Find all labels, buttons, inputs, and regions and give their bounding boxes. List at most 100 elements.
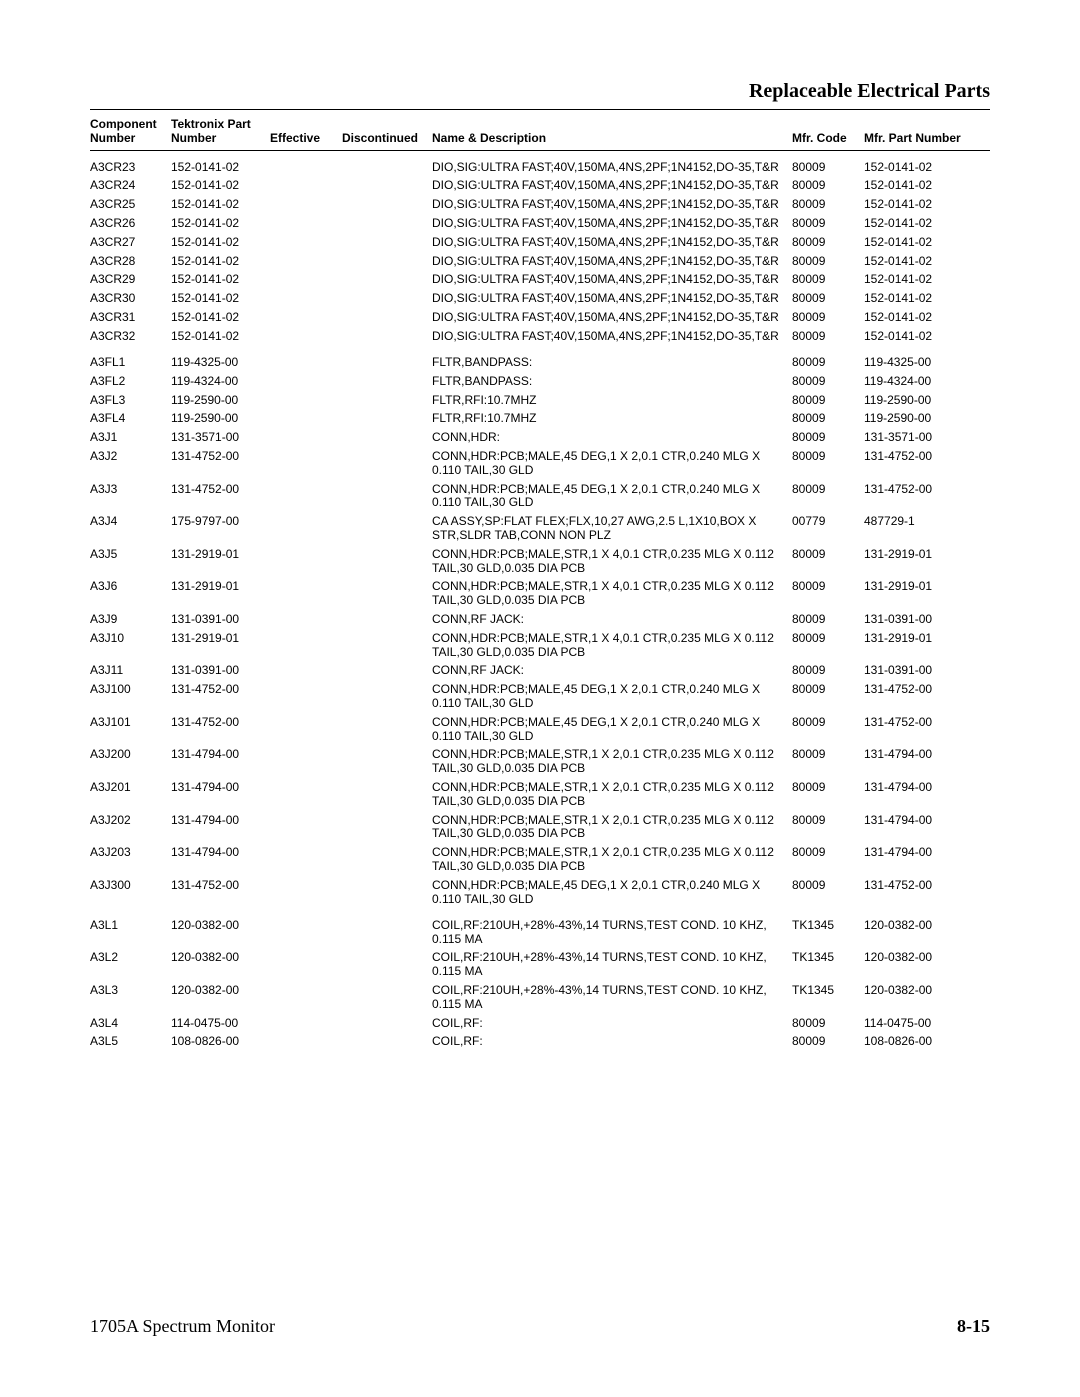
td-effective — [270, 1033, 342, 1052]
table-row: A3L4114-0475-00COIL,RF:80009114-0475-00 — [90, 1014, 990, 1033]
td-discontinued — [342, 480, 432, 513]
td-effective — [270, 982, 342, 1015]
td-mfr: 80009 — [792, 811, 864, 844]
td-component: A3L4 — [90, 1014, 171, 1033]
td-mfr: 80009 — [792, 391, 864, 410]
td-part: 131-4752-00 — [171, 681, 270, 714]
td-discontinued — [342, 150, 432, 177]
td-part: 131-4752-00 — [171, 876, 270, 909]
td-effective — [270, 233, 342, 252]
td-discontinued — [342, 545, 432, 578]
td-part: 152-0141-02 — [171, 252, 270, 271]
td-desc: DIO,SIG:ULTRA FAST;40V,150MA,4NS,2PF;1N4… — [432, 150, 792, 177]
td-component: A3CR23 — [90, 150, 171, 177]
td-mfrpn: 131-4752-00 — [864, 448, 990, 481]
td-mfr: 80009 — [792, 480, 864, 513]
th-effective: Effective — [270, 116, 342, 150]
td-part: 152-0141-02 — [171, 290, 270, 309]
td-component: A3CR29 — [90, 271, 171, 290]
td-mfrpn: 152-0141-02 — [864, 327, 990, 346]
td-desc: COIL,RF: — [432, 1014, 792, 1033]
td-component: A3FL3 — [90, 391, 171, 410]
td-mfr: 80009 — [792, 1033, 864, 1052]
td-mfr: 80009 — [792, 681, 864, 714]
table-row: A3FL1119-4325-00FLTR,BANDPASS:80009119-4… — [90, 346, 990, 372]
footer-left: 1705A Spectrum Monitor — [90, 1316, 275, 1337]
td-effective — [270, 611, 342, 630]
table-row: A3CR28152-0141-02DIO,SIG:ULTRA FAST;40V,… — [90, 252, 990, 271]
td-mfrpn: 131-3571-00 — [864, 429, 990, 448]
td-desc: DIO,SIG:ULTRA FAST;40V,150MA,4NS,2PF;1N4… — [432, 271, 792, 290]
td-discontinued — [342, 271, 432, 290]
td-part: 131-4752-00 — [171, 448, 270, 481]
td-effective — [270, 429, 342, 448]
td-component: A3CR32 — [90, 327, 171, 346]
td-part: 152-0141-02 — [171, 150, 270, 177]
table-row: A3CR31152-0141-02DIO,SIG:ULTRA FAST;40V,… — [90, 308, 990, 327]
td-mfr: 80009 — [792, 545, 864, 578]
td-component: A3J101 — [90, 713, 171, 746]
td-effective — [270, 372, 342, 391]
page: Replaceable Electrical Parts Component N… — [0, 0, 1080, 1397]
th-desc: Name & Description — [432, 116, 792, 150]
td-desc: CONN,HDR: — [432, 429, 792, 448]
td-discontinued — [342, 811, 432, 844]
td-mfr: 80009 — [792, 629, 864, 662]
td-mfr: 80009 — [792, 778, 864, 811]
td-mfr: 80009 — [792, 214, 864, 233]
table-row: A3CR24152-0141-02DIO,SIG:ULTRA FAST;40V,… — [90, 177, 990, 196]
td-component: A3L1 — [90, 909, 171, 949]
td-discontinued — [342, 233, 432, 252]
td-discontinued — [342, 629, 432, 662]
td-mfr: TK1345 — [792, 949, 864, 982]
parts-table: Component Number Tektronix Part Number E… — [90, 116, 990, 1052]
td-part: 131-2919-01 — [171, 545, 270, 578]
td-component: A3J5 — [90, 545, 171, 578]
th-component: Component Number — [90, 116, 171, 150]
td-component: A3L2 — [90, 949, 171, 982]
td-mfrpn: 131-4794-00 — [864, 811, 990, 844]
td-discontinued — [342, 290, 432, 309]
td-effective — [270, 876, 342, 909]
td-mfr: TK1345 — [792, 982, 864, 1015]
td-effective — [270, 949, 342, 982]
td-mfr: 80009 — [792, 410, 864, 429]
td-effective — [270, 346, 342, 372]
td-effective — [270, 811, 342, 844]
td-desc: DIO,SIG:ULTRA FAST;40V,150MA,4NS,2PF;1N4… — [432, 177, 792, 196]
td-desc: DIO,SIG:ULTRA FAST;40V,150MA,4NS,2PF;1N4… — [432, 290, 792, 309]
td-component: A3CR30 — [90, 290, 171, 309]
td-effective — [270, 662, 342, 681]
td-mfrpn: 152-0141-02 — [864, 290, 990, 309]
td-discontinued — [342, 611, 432, 630]
td-desc: DIO,SIG:ULTRA FAST;40V,150MA,4NS,2PF;1N4… — [432, 196, 792, 215]
td-effective — [270, 1014, 342, 1033]
td-component: A3L3 — [90, 982, 171, 1015]
td-component: A3CR31 — [90, 308, 171, 327]
td-mfrpn: 119-4324-00 — [864, 372, 990, 391]
table-row: A3J101131-4752-00CONN,HDR:PCB;MALE,45 DE… — [90, 713, 990, 746]
td-mfr: 80009 — [792, 271, 864, 290]
td-effective — [270, 177, 342, 196]
table-row: A3J202131-4794-00CONN,HDR:PCB;MALE,STR,1… — [90, 811, 990, 844]
td-component: A3J10 — [90, 629, 171, 662]
td-mfrpn: 131-2919-01 — [864, 545, 990, 578]
td-discontinued — [342, 662, 432, 681]
td-discontinued — [342, 909, 432, 949]
td-discontinued — [342, 346, 432, 372]
td-component: A3CR27 — [90, 233, 171, 252]
td-part: 131-0391-00 — [171, 662, 270, 681]
td-mfrpn: 152-0141-02 — [864, 233, 990, 252]
td-mfr: 80009 — [792, 429, 864, 448]
td-part: 131-2919-01 — [171, 578, 270, 611]
td-part: 152-0141-02 — [171, 196, 270, 215]
td-desc: CONN,HDR:PCB;MALE,STR,1 X 4,0.1 CTR,0.23… — [432, 629, 792, 662]
td-part: 131-4794-00 — [171, 844, 270, 877]
td-desc: CA ASSY,SP:FLAT FLEX;FLX,10,27 AWG,2.5 L… — [432, 513, 792, 546]
td-discontinued — [342, 429, 432, 448]
table-row: A3L5108-0826-00COIL,RF:80009108-0826-00 — [90, 1033, 990, 1052]
td-desc: CONN,HDR:PCB;MALE,STR,1 X 2,0.1 CTR,0.23… — [432, 844, 792, 877]
td-component: A3J200 — [90, 746, 171, 779]
td-component: A3FL1 — [90, 346, 171, 372]
td-desc: CONN,HDR:PCB;MALE,45 DEG,1 X 2,0.1 CTR,0… — [432, 681, 792, 714]
